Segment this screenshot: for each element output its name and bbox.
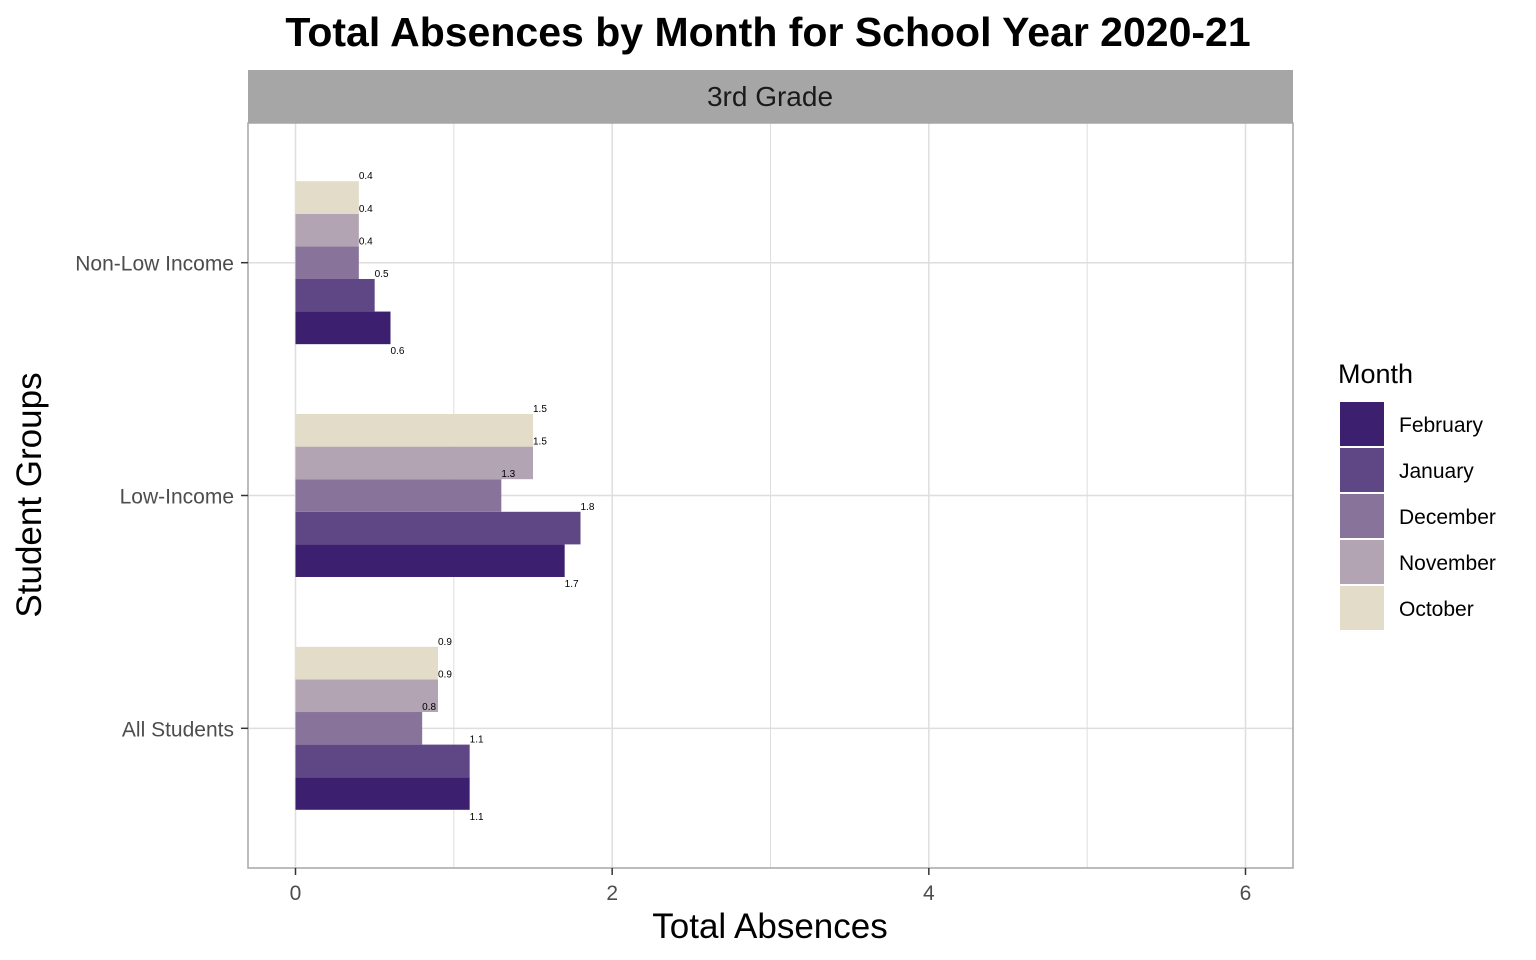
legend-label-november: November [1399, 552, 1496, 575]
x-tick-label: 6 [1240, 882, 1252, 905]
facet-strip-label: 3rd Grade [707, 81, 833, 112]
data-label: 1.8 [581, 502, 595, 513]
legend-label-december: December [1399, 506, 1496, 529]
bar-december-non-low-income [295, 246, 359, 279]
data-label: 1.3 [501, 469, 515, 480]
data-label: 0.5 [375, 269, 389, 280]
x-axis: 0 2 4 6 [290, 868, 1252, 905]
data-labels: 1.1 1.1 0.8 0.9 0.9 1.7 1.8 1.3 1.5 1.5 0.6 0.5 0.4 0… [359, 171, 595, 823]
bar-october-non-low-income [295, 181, 359, 214]
data-label: 1.5 [533, 437, 547, 448]
x-tick-label: 4 [923, 882, 935, 905]
y-tick-label: Non-Low Income [75, 253, 234, 276]
y-tick-label: All Students [122, 718, 234, 741]
data-label: 0.9 [438, 637, 452, 648]
bar-february-all-students [295, 777, 470, 810]
x-tick-label: 2 [606, 882, 618, 905]
bar-october-low-income [295, 414, 533, 447]
bar-january-low-income [295, 511, 581, 545]
bar-february-low-income [295, 544, 565, 577]
bar-november-low-income [295, 446, 533, 480]
data-label: 1.1 [470, 735, 484, 746]
bar-january-all-students [295, 744, 470, 778]
data-label: 0.6 [391, 346, 405, 357]
legend-label-february: February [1399, 414, 1484, 437]
data-label: 1.5 [533, 404, 547, 415]
data-label: 1.1 [470, 812, 484, 823]
bar-february-non-low-income [295, 311, 391, 345]
legend-key-november [1340, 540, 1384, 584]
legend-key-december [1340, 494, 1384, 538]
y-axis: All Students Low-Income Non-Low Income [75, 253, 248, 741]
data-label: 0.4 [359, 171, 373, 182]
bar-december-low-income [295, 479, 502, 512]
bar-october-all-students [295, 646, 438, 680]
legend-key-october [1340, 586, 1384, 630]
y-tick-label: Low-Income [120, 486, 234, 509]
bar-november-non-low-income [295, 213, 359, 247]
y-axis-title: Student Groups [10, 372, 49, 617]
data-label: 0.4 [359, 236, 373, 247]
bars [295, 181, 581, 810]
legend: Month February January December November Oct… [1338, 359, 1496, 630]
bar-january-non-low-income [295, 278, 375, 312]
legend-title: Month [1338, 359, 1413, 389]
data-label: 0.8 [422, 702, 436, 713]
legend-label-january: January [1399, 460, 1474, 483]
legend-key-february [1340, 402, 1384, 446]
data-label: 1.7 [565, 579, 579, 590]
bar-december-all-students [295, 712, 423, 745]
legend-label-october: October [1399, 598, 1474, 621]
bar-november-all-students [295, 679, 438, 713]
data-label: 0.4 [359, 204, 373, 215]
x-axis-title: Total Absences [652, 907, 887, 946]
x-tick-label: 0 [290, 882, 302, 905]
legend-key-january [1340, 448, 1384, 492]
facet-strip [248, 70, 1293, 123]
data-label: 0.9 [438, 669, 452, 680]
chart-title: Total Absences by Month for School Year … [285, 9, 1250, 55]
